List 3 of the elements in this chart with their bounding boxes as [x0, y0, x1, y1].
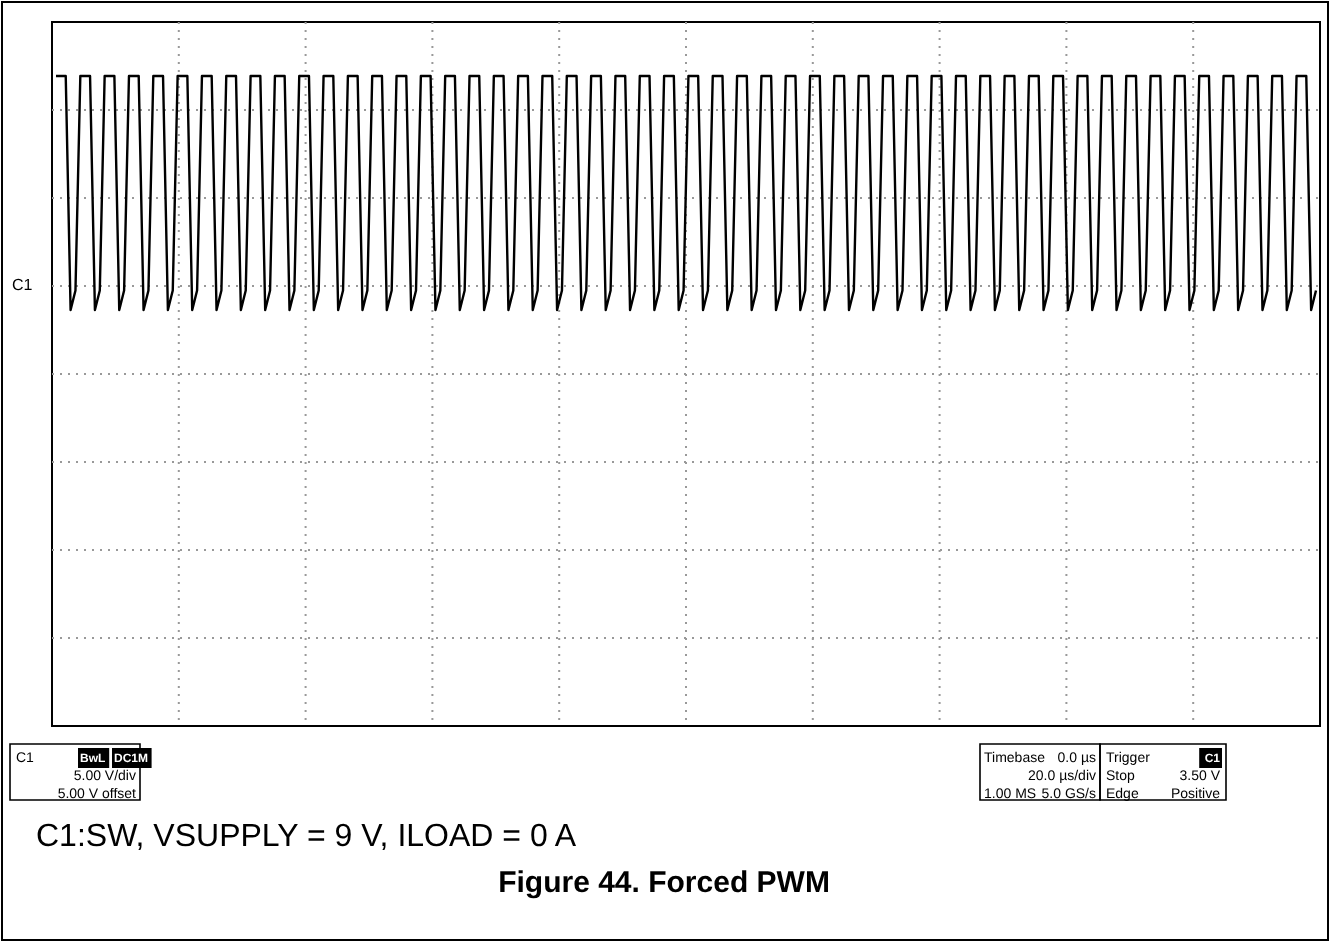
text: Figure 44. Forced PWM [498, 866, 830, 900]
text: C1:SW, VSUPPLY = 9 V, ILOAD = 0 A [36, 820, 577, 854]
text: C1 [12, 276, 34, 294]
